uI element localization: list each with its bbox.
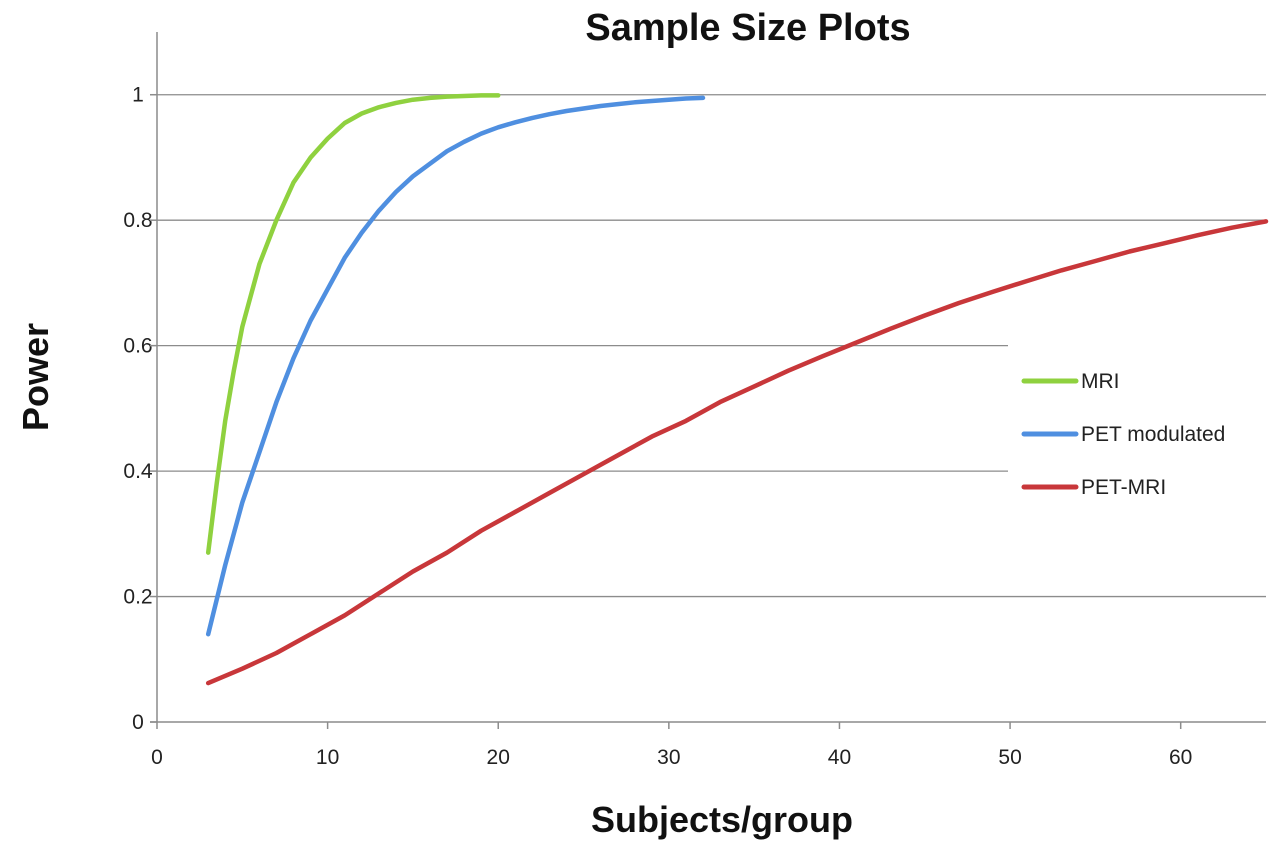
y-tick-label: 0.2	[123, 586, 152, 609]
legend: MRI PET modulated PET-MRI	[1021, 370, 1225, 499]
x-tick-label: 10	[316, 746, 339, 769]
y-tick-label: 0.6	[123, 335, 152, 358]
x-tick-label: 60	[1169, 746, 1192, 769]
legend-label-0: MRI	[1081, 370, 1120, 393]
x-tick-label: 40	[828, 746, 851, 769]
y-axis-title: Power	[15, 323, 56, 431]
gridlines	[157, 94, 1266, 598]
x-tick-label: 20	[487, 746, 510, 769]
legend-label-2: PET-MRI	[1081, 476, 1166, 499]
y-tick-label: 0	[132, 711, 144, 734]
series-line-2	[205, 219, 1269, 686]
x-tick-label: 0	[151, 746, 163, 769]
y-tick-label: 1	[132, 84, 144, 107]
y-tick-label: 0.4	[123, 460, 153, 483]
x-tick-label: 30	[657, 746, 680, 769]
series-line-0	[205, 93, 501, 555]
x-tick-labels: 0 10 20 30 40 50 60	[151, 722, 1192, 769]
x-tick-label: 50	[998, 746, 1021, 769]
series-lines	[205, 93, 1269, 686]
y-tick-labels: 0 0.2 0.4 0.6 0.8 1	[123, 84, 157, 734]
y-tick-label: 0.8	[123, 209, 152, 232]
legend-label-1: PET modulated	[1081, 423, 1225, 446]
x-axis-title: Subjects/group	[591, 799, 853, 840]
chart-title: Sample Size Plots	[585, 7, 910, 49]
series-line-1	[205, 95, 706, 637]
